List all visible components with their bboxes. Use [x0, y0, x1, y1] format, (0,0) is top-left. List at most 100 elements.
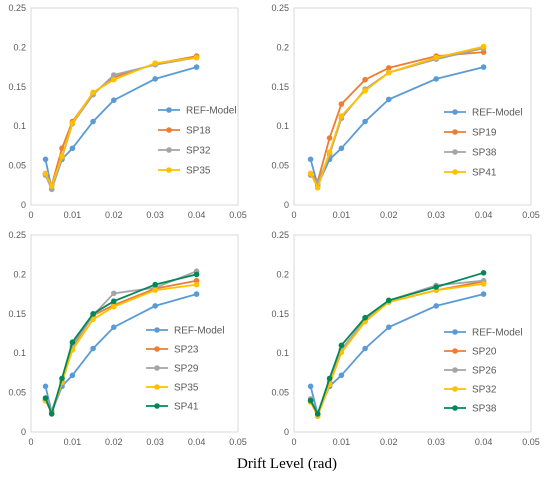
- legend-label: SP41: [472, 168, 497, 179]
- data-point: [314, 184, 321, 191]
- legend-item: SP20: [444, 347, 497, 358]
- series-line: [44, 56, 197, 189]
- plot-frame: [293, 234, 532, 433]
- chart-panel-2: 0 0.05 0.1 0.15 0.2 0.25 0 0.01 0.02 0.03 0.04 0.05…: [271, 3, 539, 220]
- legend: REF-Model SP19 SP38 SP41: [444, 108, 523, 179]
- data-point: [152, 281, 158, 288]
- x-tick-label: 0.02: [105, 210, 123, 220]
- y-tick-label: 0.05: [8, 161, 26, 171]
- data-point: [362, 76, 368, 83]
- data-point: [326, 149, 333, 155]
- data-point: [152, 287, 158, 294]
- data-point: [338, 113, 345, 119]
- data-point: [69, 339, 76, 346]
- x-tick-label: 0.04: [475, 437, 493, 447]
- y-tick-label: 0.05: [271, 388, 289, 398]
- legend-label: SP32: [472, 385, 497, 396]
- x-tick-label: 0.04: [188, 437, 206, 447]
- x-tick-label: 0.03: [427, 210, 445, 220]
- legend-item: SP38: [444, 404, 497, 415]
- legend-swatch-marker: [452, 109, 458, 115]
- x-tick-label: 0.02: [105, 437, 123, 447]
- series-ref-model: [307, 291, 487, 417]
- y-tick-label: 0.25: [8, 3, 26, 13]
- legend-label: REF-Model: [174, 326, 225, 337]
- data-point: [326, 135, 333, 141]
- data-point: [307, 170, 314, 177]
- data-point: [193, 54, 200, 61]
- legend-swatch-marker: [452, 348, 458, 354]
- data-point: [90, 118, 96, 125]
- y-tick-label: 0.2: [13, 269, 26, 279]
- data-point: [69, 372, 76, 379]
- data-point: [152, 303, 158, 309]
- legend-swatch-marker: [154, 403, 160, 409]
- data-point: [193, 291, 200, 297]
- y-tick-label: 0.25: [271, 230, 289, 240]
- legend-label: SP38: [472, 148, 497, 159]
- x-tick-label: 0.01: [64, 437, 82, 447]
- legend-label: SP23: [174, 345, 199, 356]
- data-point: [111, 290, 117, 297]
- series-line: [309, 45, 484, 191]
- data-point: [42, 395, 49, 401]
- y-tick-label: 0: [21, 427, 26, 437]
- legend-label: SP38: [472, 404, 497, 415]
- data-point: [307, 397, 314, 404]
- plot-frame: [293, 7, 532, 206]
- data-point: [307, 383, 314, 390]
- y-tick-label: 0.05: [271, 161, 289, 171]
- data-point: [152, 76, 158, 82]
- y-tick-label: 0: [284, 200, 289, 210]
- data-point: [433, 303, 440, 309]
- data-point: [90, 345, 96, 352]
- data-point: [69, 120, 76, 126]
- legend-item: SP18: [158, 126, 211, 137]
- legend-label: REF-Model: [186, 106, 237, 117]
- legend-label: SP32: [186, 146, 211, 157]
- data-point: [314, 411, 321, 417]
- legend-swatch-marker: [452, 149, 458, 155]
- y-tick-label: 0.15: [8, 82, 26, 92]
- y-tick-label: 0.25: [271, 3, 289, 13]
- data-point: [193, 64, 200, 70]
- y-tick-label: 0.1: [13, 121, 26, 131]
- x-tick-label: 0: [291, 437, 296, 447]
- data-point: [362, 345, 368, 352]
- x-tick-label: 0.05: [229, 437, 247, 447]
- x-tick-label: 0.05: [522, 210, 540, 220]
- legend-item: SP29: [146, 364, 199, 375]
- data-point: [69, 145, 76, 152]
- chart-panels: 0 0.05 0.1 0.15 0.2 0.25 0 0.01 0.02 0.03 0.04 0.05…: [8, 3, 539, 447]
- x-tick-label: 0.01: [333, 210, 351, 220]
- x-tick-label: 0: [28, 437, 33, 447]
- legend-swatch-marker: [166, 107, 172, 113]
- x-tick-label: 0.01: [64, 210, 82, 220]
- series-line: [309, 293, 484, 417]
- legend-label: REF-Model: [472, 108, 523, 119]
- data-point: [326, 375, 333, 382]
- y-tick-label: 0.15: [271, 82, 289, 92]
- data-point: [111, 303, 117, 310]
- legend-item: SP26: [444, 366, 497, 377]
- data-point: [386, 69, 392, 76]
- y-tick-label: 0.2: [276, 269, 289, 279]
- data-point: [111, 324, 117, 331]
- series-line: [309, 280, 484, 418]
- plot-frame: [30, 7, 239, 206]
- legend-label: SP35: [186, 166, 211, 177]
- legend: REF-Model SP18 SP32 SP35: [158, 106, 237, 177]
- legend-label: REF-Model: [472, 328, 523, 339]
- legend-item: SP35: [158, 166, 211, 177]
- legend-swatch-marker: [452, 329, 458, 335]
- data-point: [48, 183, 55, 189]
- x-tick-label: 0.01: [333, 437, 351, 447]
- y-tick-label: 0.2: [276, 42, 289, 52]
- data-point: [193, 281, 200, 288]
- y-tick-label: 0: [21, 200, 26, 210]
- data-point: [59, 375, 65, 382]
- x-tick-label: 0.04: [475, 210, 493, 220]
- x-tick-label: 0.03: [427, 437, 445, 447]
- y-tick-label: 0.1: [13, 348, 26, 358]
- legend-label: SP18: [186, 126, 211, 137]
